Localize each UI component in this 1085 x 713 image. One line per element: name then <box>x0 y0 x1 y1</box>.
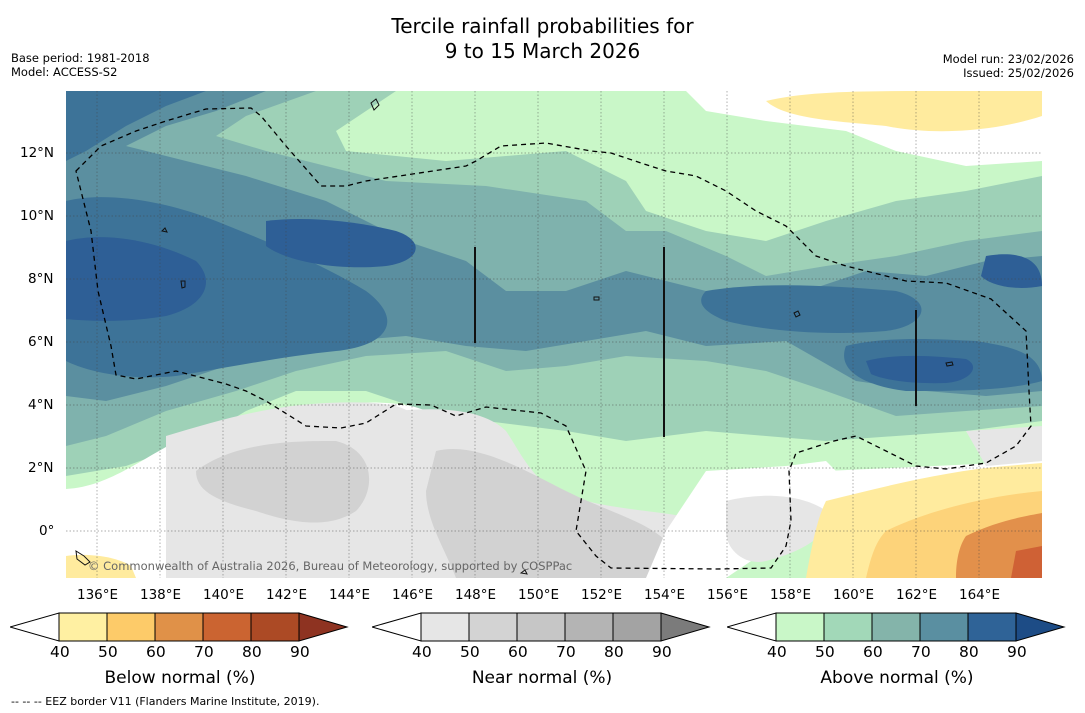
colorbar-near-swatch <box>612 612 662 642</box>
title-line-2: 9 to 15 March 2026 <box>444 39 641 63</box>
map-attribution: © Commonwealth of Australia 2026, Bureau… <box>88 559 572 573</box>
colorbar-below-tick: 50 <box>98 643 118 661</box>
lat-label-0: 0° <box>39 523 55 539</box>
colorbar-below-swatch <box>106 612 156 642</box>
lon-label-136e: 136°E <box>77 587 119 603</box>
lon-label-160e: 160°E <box>833 587 875 603</box>
colorbar-above-tick: 40 <box>767 643 787 661</box>
colorbar-below-ext-high <box>298 612 349 642</box>
lon-label-164e: 164°E <box>959 587 1001 603</box>
rainfall-probability-map: © Commonwealth of Australia 2026, Bureau… <box>66 91 1042 578</box>
region-near-50-e <box>726 495 828 562</box>
colorbar-near-swatches <box>370 612 711 642</box>
lat-label-8n: 8°N <box>28 271 54 287</box>
region-above-80-nw <box>66 91 206 161</box>
colorbar-above-swatch <box>823 612 873 642</box>
colorbar-below-tick: 70 <box>194 643 214 661</box>
colorbar-near: 40 50 60 70 80 90 Near normal (%) <box>370 612 712 692</box>
colorbar-near-tick: 70 <box>556 643 576 661</box>
region-above-80-east <box>701 285 922 333</box>
colorbar-above-tick: 60 <box>863 643 883 661</box>
meta-right: Model run: 23/02/2026 Issued: 25/02/2026 <box>943 52 1074 80</box>
colorbar-above-tick: 70 <box>911 643 931 661</box>
colorbar-below-swatches <box>8 612 349 642</box>
region-near-60-w <box>196 441 370 523</box>
colorbar-below-tick: 90 <box>290 643 310 661</box>
colorbar-near-tick: 90 <box>652 643 672 661</box>
lat-label-12n: 12°N <box>20 145 55 161</box>
colorbar-near-swatch <box>564 612 614 642</box>
colorbar-near-swatch <box>516 612 566 642</box>
colorbar-near-swatch <box>420 612 470 642</box>
islands <box>75 98 954 575</box>
colorbar-near-tick: 80 <box>604 643 624 661</box>
model-name: Model: ACCESS-S2 <box>11 65 118 79</box>
colorbar-above-title: Above normal (%) <box>820 668 974 688</box>
lon-label-140e: 140°E <box>203 587 245 603</box>
colorbar-near-tick: 40 <box>412 643 432 661</box>
colorbar-above-tick: 50 <box>815 643 835 661</box>
eez-border <box>75 107 1032 570</box>
region-below-ne <box>766 91 1042 132</box>
colorbar-below-swatch <box>250 612 300 642</box>
base-period: Base period: 1981-2018 <box>11 51 150 65</box>
region-below-70-se <box>1011 546 1042 578</box>
region-above-80-west <box>66 197 388 378</box>
lon-label-138e: 138°E <box>140 587 182 603</box>
colorbar-below-swatch <box>58 612 108 642</box>
colorbar-above-ext-low <box>725 612 777 642</box>
issued-date: Issued: 25/02/2026 <box>963 66 1074 80</box>
lon-label-154e: 154°E <box>644 587 686 603</box>
colorbar-above-tick: 90 <box>1007 643 1027 661</box>
map-panel: © Commonwealth of Australia 2026, Bureau… <box>66 91 1042 578</box>
colorbar-below-swatch <box>154 612 204 642</box>
colorbar-above-tick: 80 <box>959 643 979 661</box>
region-above-90-east <box>981 254 1042 288</box>
lat-label-4n: 4°N <box>28 397 54 413</box>
meta-left: Base period: 1981-2018 Model: ACCESS-S2 <box>11 51 150 79</box>
colorbar-near-ext-high <box>660 612 711 642</box>
colorbar-below: 40 50 60 70 80 90 Below normal (%) <box>8 612 350 692</box>
colorbar-near-swatch <box>468 612 518 642</box>
lon-label-142e: 142°E <box>266 587 308 603</box>
colorbar-above-swatches <box>725 612 1066 642</box>
lat-label-2n: 2°N <box>28 460 54 476</box>
region-above-60 <box>66 91 1042 446</box>
colorbar-below-ext-low <box>8 612 60 642</box>
colorbar-below-tick: 40 <box>50 643 70 661</box>
colorbar-near-tick: 60 <box>508 643 528 661</box>
lon-label-146e: 146°E <box>392 587 434 603</box>
lon-label-144e: 144°E <box>329 587 371 603</box>
colorbar-above-swatch <box>919 612 969 642</box>
colorbar-below-title: Below normal (%) <box>104 668 256 688</box>
lat-label-10n: 10°N <box>20 208 55 224</box>
lon-label-152e: 152°E <box>581 587 623 603</box>
colorbar-above-ext-high <box>1015 612 1066 642</box>
region-above-90-center <box>266 219 416 268</box>
colorbar-below-tick: 80 <box>242 643 262 661</box>
colorbar-near-title: Near normal (%) <box>471 668 613 688</box>
graticule <box>66 91 1042 578</box>
lon-label-148e: 148°E <box>455 587 497 603</box>
region-near-60-c <box>426 449 671 578</box>
model-run: Model run: 23/02/2026 <box>942 52 1074 66</box>
lon-label-156e: 156°E <box>707 587 749 603</box>
colorbar-above: 40 50 60 70 80 90 Above normal (%) <box>725 612 1067 692</box>
colorbar-above-swatch <box>871 612 921 642</box>
colorbar-near-tick: 50 <box>460 643 480 661</box>
map-title: Tercile rainfall probabilities for 9 to … <box>0 14 1085 64</box>
region-below-40-sw <box>66 554 136 578</box>
colorbar-above-swatch <box>775 612 825 642</box>
colorbar-below-swatch <box>202 612 252 642</box>
lon-label-158e: 158°E <box>770 587 812 603</box>
colorbar-below-tick: 60 <box>146 643 166 661</box>
lon-label-150e: 150°E <box>518 587 560 603</box>
colorbar-above-swatch <box>967 612 1017 642</box>
lat-label-6n: 6°N <box>28 334 54 350</box>
title-line-1: Tercile rainfall probabilities for <box>391 14 694 38</box>
eez-footnote: -- -- -- EEZ border V11 (Flanders Marine… <box>11 695 320 708</box>
colorbar-near-ext-low <box>370 612 422 642</box>
lon-label-162e: 162°E <box>896 587 938 603</box>
